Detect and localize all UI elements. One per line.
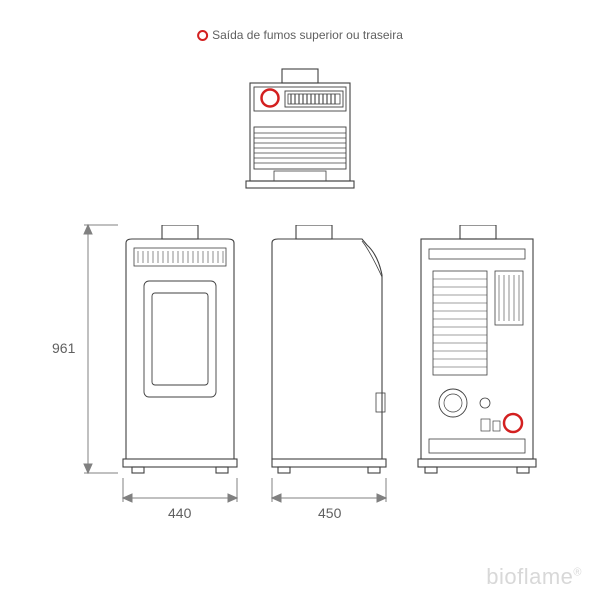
dim-width-front: 440	[168, 505, 191, 521]
marker-icon	[504, 414, 522, 432]
legend-text: Saída de fumos superior ou traseira	[212, 28, 403, 42]
dim-height: 961	[52, 340, 75, 356]
view-front	[120, 225, 240, 475]
view-back	[415, 225, 540, 475]
view-side	[270, 225, 388, 475]
dim-depth: 450	[318, 505, 341, 521]
brand-name: bioflame	[486, 564, 573, 589]
brand-mark: ®	[573, 567, 582, 579]
legend: Saída de fumos superior ou traseira	[197, 28, 403, 42]
marker-icon	[197, 30, 208, 41]
marker-icon	[262, 90, 279, 107]
view-top	[240, 65, 360, 190]
brand-logo: bioflame®	[486, 564, 582, 590]
